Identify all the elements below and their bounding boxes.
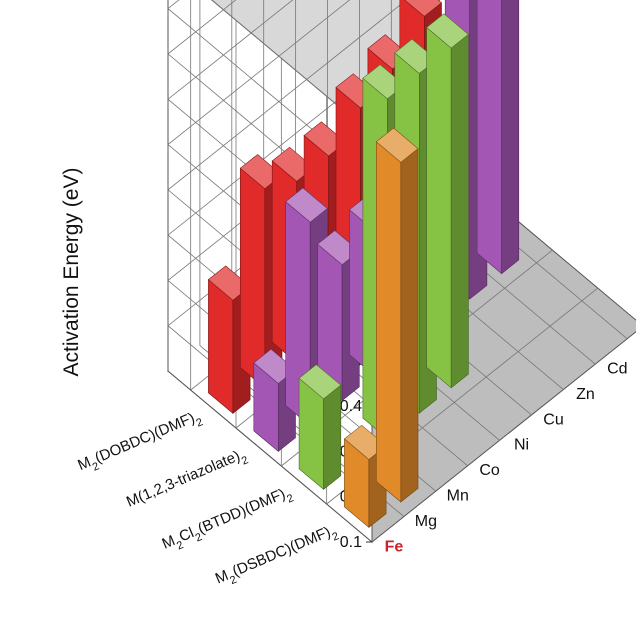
- bar-side-left: [426, 26, 452, 389]
- metal-label-cu: Cu: [543, 411, 563, 428]
- bar-side-left: [476, 0, 502, 275]
- bar-side-front: [400, 147, 419, 503]
- bar-top: [426, 13, 469, 49]
- bar-side-left: [375, 141, 402, 503]
- bar-0: [298, 364, 342, 491]
- bar-4: [426, 13, 469, 389]
- bar-0: [207, 265, 251, 415]
- bar-side-front: [323, 384, 342, 491]
- category-label-2: M(1,2,3-triazolate)2: [124, 445, 250, 515]
- gridline-horizontal: [211, 0, 373, 135]
- metal-label-co: Co: [479, 462, 500, 479]
- y-axis-label: Activation Energy (eV): [60, 168, 83, 377]
- bar-side-front: [501, 0, 520, 275]
- bar-0: [253, 348, 296, 453]
- bar-top: [285, 187, 328, 223]
- metal-label-mn: Mn: [447, 488, 469, 505]
- bars: [207, 0, 520, 529]
- metal-labels: Fe Mg Mn Co Ni Cu Zn Cd: [385, 361, 628, 556]
- metal-label-ni: Ni: [514, 437, 529, 454]
- bar-top: [375, 127, 419, 163]
- bar-side-left: [208, 278, 234, 415]
- gridline-horizontal: [167, 0, 373, 180]
- metal-label-fe: Fe: [385, 538, 404, 555]
- category-label-0: M2(DSBDC)(DMF)2: [213, 521, 341, 592]
- metal-label-mg: Mg: [415, 513, 437, 530]
- bar-7: [476, 0, 520, 275]
- bar-top: [298, 364, 342, 400]
- metal-label-zn: Zn: [576, 386, 595, 403]
- bar-1: [375, 127, 419, 503]
- bar-side-left: [240, 167, 266, 389]
- y-tick-label: 0.1: [340, 534, 362, 551]
- bar-side-front: [450, 33, 469, 389]
- bar-top: [404, 0, 442, 17]
- metal-label-cd: Cd: [607, 361, 627, 378]
- y-tick-label: 0.4: [340, 398, 362, 415]
